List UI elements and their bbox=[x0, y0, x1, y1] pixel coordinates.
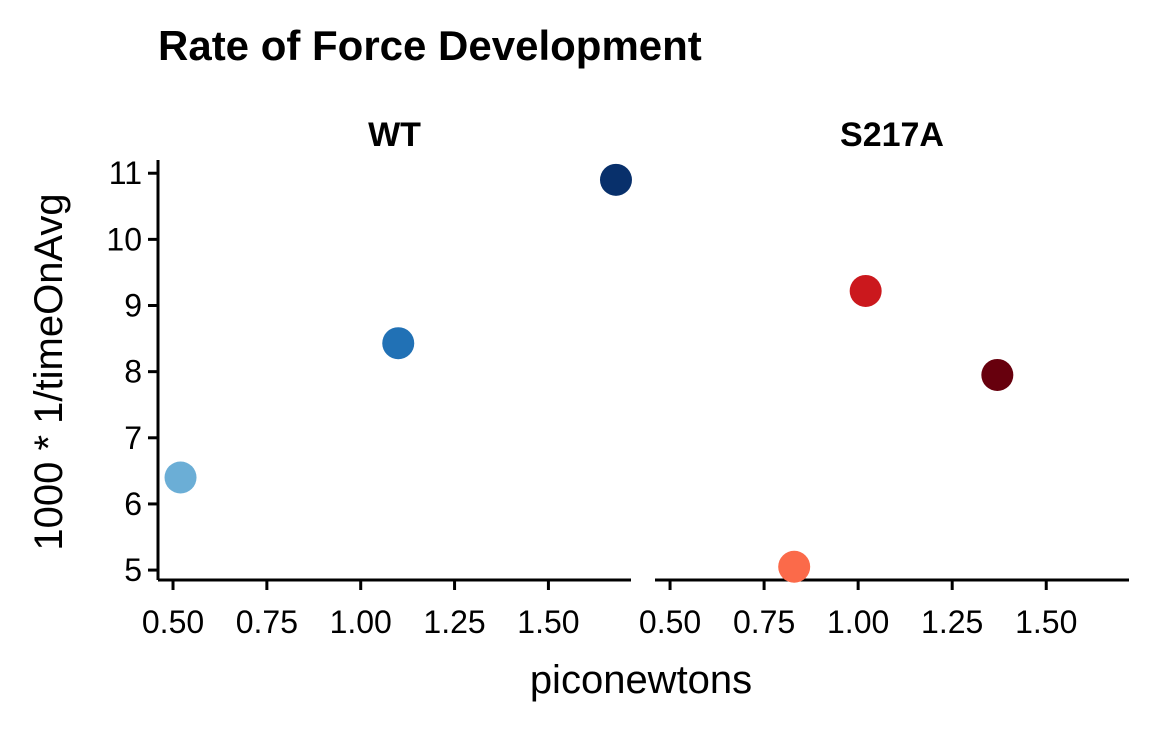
x-tick-label: 1.00 bbox=[827, 604, 889, 640]
y-tick-label: 7 bbox=[124, 420, 142, 456]
y-tick-label: 11 bbox=[109, 155, 142, 191]
data-point bbox=[599, 163, 632, 196]
data-point bbox=[164, 461, 197, 494]
data-point bbox=[778, 550, 811, 583]
data-point bbox=[981, 358, 1014, 391]
y-tick-label: 9 bbox=[124, 288, 142, 324]
facet-label-wt: WT bbox=[368, 116, 421, 154]
x-tick-label: 1.50 bbox=[1015, 604, 1077, 640]
y-tick-label: 5 bbox=[124, 552, 142, 588]
y-tick-label: 10 bbox=[106, 221, 142, 257]
y-axis-title: 1000 * 1/timeOnAvg bbox=[27, 193, 71, 550]
plot-layer: 5 6 7 8 9 10 11 WT 0.50 0.75 1.00 1.25 1.50 S217A 0.50… bbox=[106, 116, 1129, 640]
data-point bbox=[382, 327, 415, 360]
facet-label-s217a: S217A bbox=[840, 116, 944, 154]
x-tick-label: 1.50 bbox=[517, 604, 579, 640]
x-tick-label: 0.50 bbox=[639, 604, 701, 640]
x-tick-label: 1.25 bbox=[921, 604, 983, 640]
y-tick-label: 8 bbox=[124, 354, 142, 390]
y-tick-label: 6 bbox=[124, 486, 142, 522]
x-axis-title: piconewtons bbox=[530, 658, 752, 702]
data-point bbox=[849, 274, 882, 307]
chart-title: Rate of Force Development bbox=[158, 22, 702, 69]
x-tick-label: 1.25 bbox=[423, 604, 485, 640]
x-tick-label: 1.00 bbox=[330, 604, 392, 640]
x-tick-label: 0.75 bbox=[236, 604, 298, 640]
x-tick-label: 0.75 bbox=[733, 604, 795, 640]
x-tick-label: 0.50 bbox=[142, 604, 204, 640]
